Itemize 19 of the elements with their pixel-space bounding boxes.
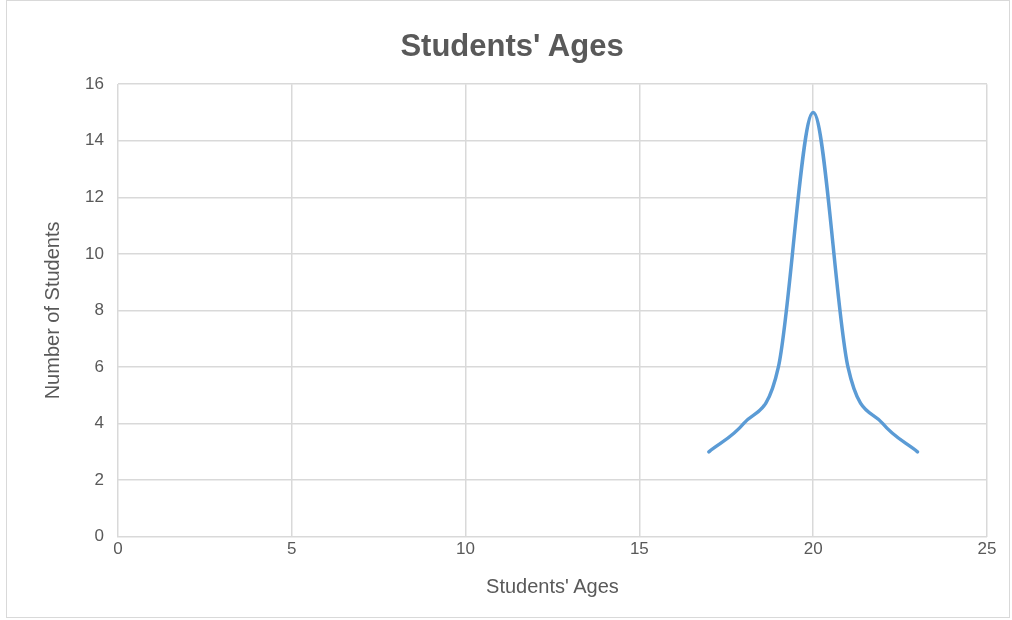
line-series [707, 110, 920, 454]
y-tick-label: 8 [94, 300, 104, 320]
y-tick-label: 2 [94, 469, 104, 489]
y-tick-label: 0 [94, 526, 104, 546]
x-tick-label: 25 [977, 539, 997, 559]
x-tick-label: 0 [113, 539, 123, 559]
x-tick-label: 20 [803, 539, 823, 559]
x-tick-label: 5 [286, 539, 297, 559]
x-tick-label: 10 [456, 539, 476, 559]
chart-title: Students' Ages [400, 28, 624, 64]
y-tick-label: 4 [94, 413, 104, 433]
y-tick-label: 10 [84, 243, 104, 263]
y-tick-label: 16 [84, 73, 104, 93]
y-tick-label: 12 [84, 186, 104, 206]
y-tick-label: 14 [84, 130, 104, 150]
x-axis-title: Students' Ages [486, 574, 619, 597]
y-tick-label: 6 [94, 356, 104, 376]
x-tick-label: 15 [629, 539, 649, 559]
y-axis-title: Number of Students [40, 221, 63, 400]
